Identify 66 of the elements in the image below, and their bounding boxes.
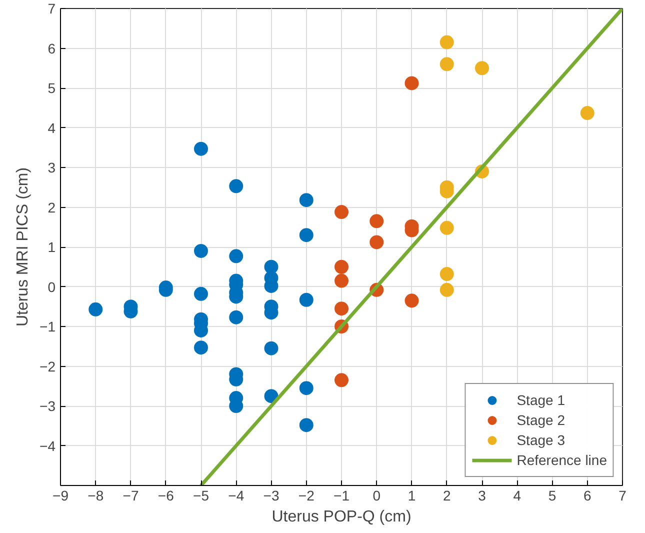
point: [194, 286, 208, 301]
y-tick-label: 4: [48, 120, 56, 136]
point: [229, 310, 244, 324]
point: [334, 373, 348, 388]
x-tick-label: −3: [263, 488, 280, 504]
point: [299, 228, 314, 242]
x-tick-label: −4: [228, 488, 244, 504]
point: [334, 260, 348, 274]
point: [194, 340, 208, 355]
point: [440, 57, 454, 72]
x-tick-label: 4: [513, 488, 522, 504]
point: [334, 302, 348, 316]
y-tick-label: 5: [48, 80, 56, 96]
point: [404, 76, 419, 90]
point: [264, 389, 278, 404]
point: [440, 267, 454, 282]
x-tick-label: −8: [88, 488, 104, 504]
y-tick-label: −1: [40, 318, 56, 334]
y-tick-label: −4: [40, 438, 56, 454]
point: [440, 220, 454, 235]
point: [229, 249, 244, 264]
point: [229, 179, 244, 194]
x-tick-label: −7: [122, 488, 139, 504]
point: [440, 282, 454, 297]
point: [370, 235, 384, 250]
y-tick-label: 6: [48, 40, 56, 56]
point: [299, 292, 314, 307]
point: [299, 381, 314, 396]
y-tick-label: 0: [48, 278, 56, 295]
point: [475, 61, 489, 76]
x-tick-label: 0: [372, 488, 381, 504]
y-tick-label: 3: [48, 160, 56, 176]
point: [194, 244, 208, 258]
x-tick-label: −9: [52, 488, 69, 504]
point: [440, 35, 454, 50]
x-tick-label: −6: [158, 488, 174, 504]
point: [580, 106, 594, 120]
y-tick-label: 1: [48, 239, 56, 255]
point: [194, 142, 208, 156]
point: [404, 294, 419, 308]
x-tick-label: −1: [334, 488, 350, 504]
legend-label: Stage 2: [516, 412, 565, 428]
x-tick-label: 6: [583, 488, 592, 504]
y-tick-label: 7: [48, 0, 56, 16]
y-tick-label: −2: [40, 358, 56, 374]
x-tick-label: −5: [193, 488, 210, 504]
x-tick-label: −2: [298, 488, 315, 504]
x-tick-label: 3: [478, 488, 486, 504]
y-axis-title: Uterus MRI PICS (cm): [14, 167, 32, 327]
point: [334, 274, 348, 288]
x-tick-label: 7: [618, 488, 627, 504]
x-tick-label: 5: [548, 488, 556, 504]
y-tick-label: 2: [48, 199, 56, 216]
point: [299, 193, 314, 208]
x-axis-title: Uterus POP-Q (cm): [272, 508, 412, 526]
legend-label: Stage 3: [516, 432, 565, 448]
x-tick-label: 1: [408, 488, 416, 504]
point: [264, 341, 278, 356]
y-tick-label: −3: [40, 398, 56, 414]
point: [334, 205, 348, 220]
point: [299, 418, 314, 432]
legend-label: Stage 1: [516, 392, 565, 408]
legend-label: Reference line: [516, 452, 607, 468]
x-tick-label: 2: [442, 488, 451, 504]
point: [370, 214, 384, 228]
point: [88, 302, 103, 316]
